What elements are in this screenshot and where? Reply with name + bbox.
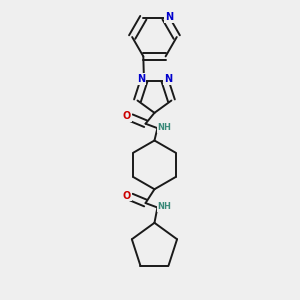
Text: N: N [165, 12, 173, 22]
Text: NH: NH [158, 202, 172, 211]
Text: N: N [164, 74, 172, 84]
Text: N: N [137, 74, 145, 84]
Text: NH: NH [158, 123, 172, 132]
Text: O: O [123, 190, 131, 201]
Text: O: O [123, 111, 131, 121]
